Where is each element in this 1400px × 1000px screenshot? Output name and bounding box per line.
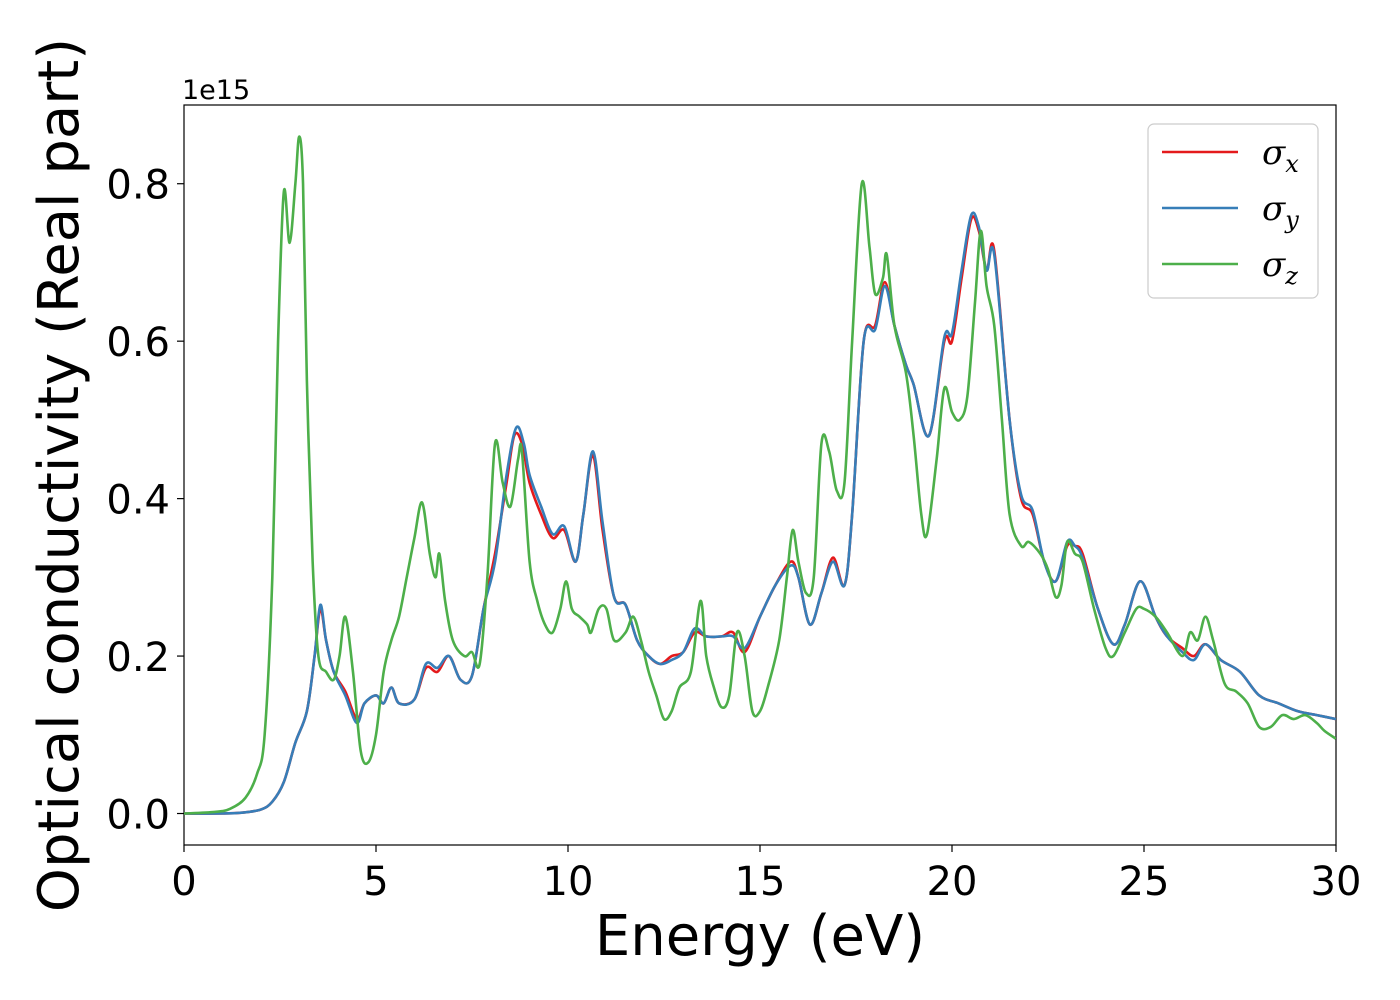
legend-label-sigma-z: σz [1262, 245, 1298, 290]
x-tick-label: 30 [1311, 859, 1362, 905]
x-axis-label: Energy (eV) [595, 904, 925, 969]
y-tick-label: 0.2 [106, 635, 170, 681]
y-tick-label: 0.4 [106, 478, 170, 524]
legend: σx σy σz [1147, 123, 1319, 299]
x-axis: 0 5 10 15 20 25 30 [171, 845, 1361, 905]
legend-label-sigma-y: σy [1262, 189, 1299, 234]
legend-label-sigma-x: σx [1262, 133, 1299, 178]
series-layer [184, 135, 1336, 815]
y-tick-label: 0.0 [106, 793, 170, 839]
x-tick-label: 20 [927, 859, 978, 905]
x-tick-label: 25 [1119, 859, 1170, 905]
series-line-sigma-y [184, 211, 1336, 815]
series-line-sigma-z [184, 135, 1336, 815]
x-tick-label: 10 [543, 859, 594, 905]
x-tick-label: 0 [171, 859, 196, 905]
legend-box [1147, 123, 1319, 299]
y-axis: 0.0 0.2 0.4 0.6 0.8 [106, 163, 184, 839]
x-tick-label: 5 [363, 859, 388, 905]
y-offset-text: 1e15 [182, 75, 250, 106]
y-tick-label: 0.6 [106, 320, 170, 366]
y-axis-label: Optical conductivity (Real part) [27, 38, 92, 912]
y-tick-label: 0.8 [106, 163, 170, 209]
x-tick-label: 15 [735, 859, 786, 905]
